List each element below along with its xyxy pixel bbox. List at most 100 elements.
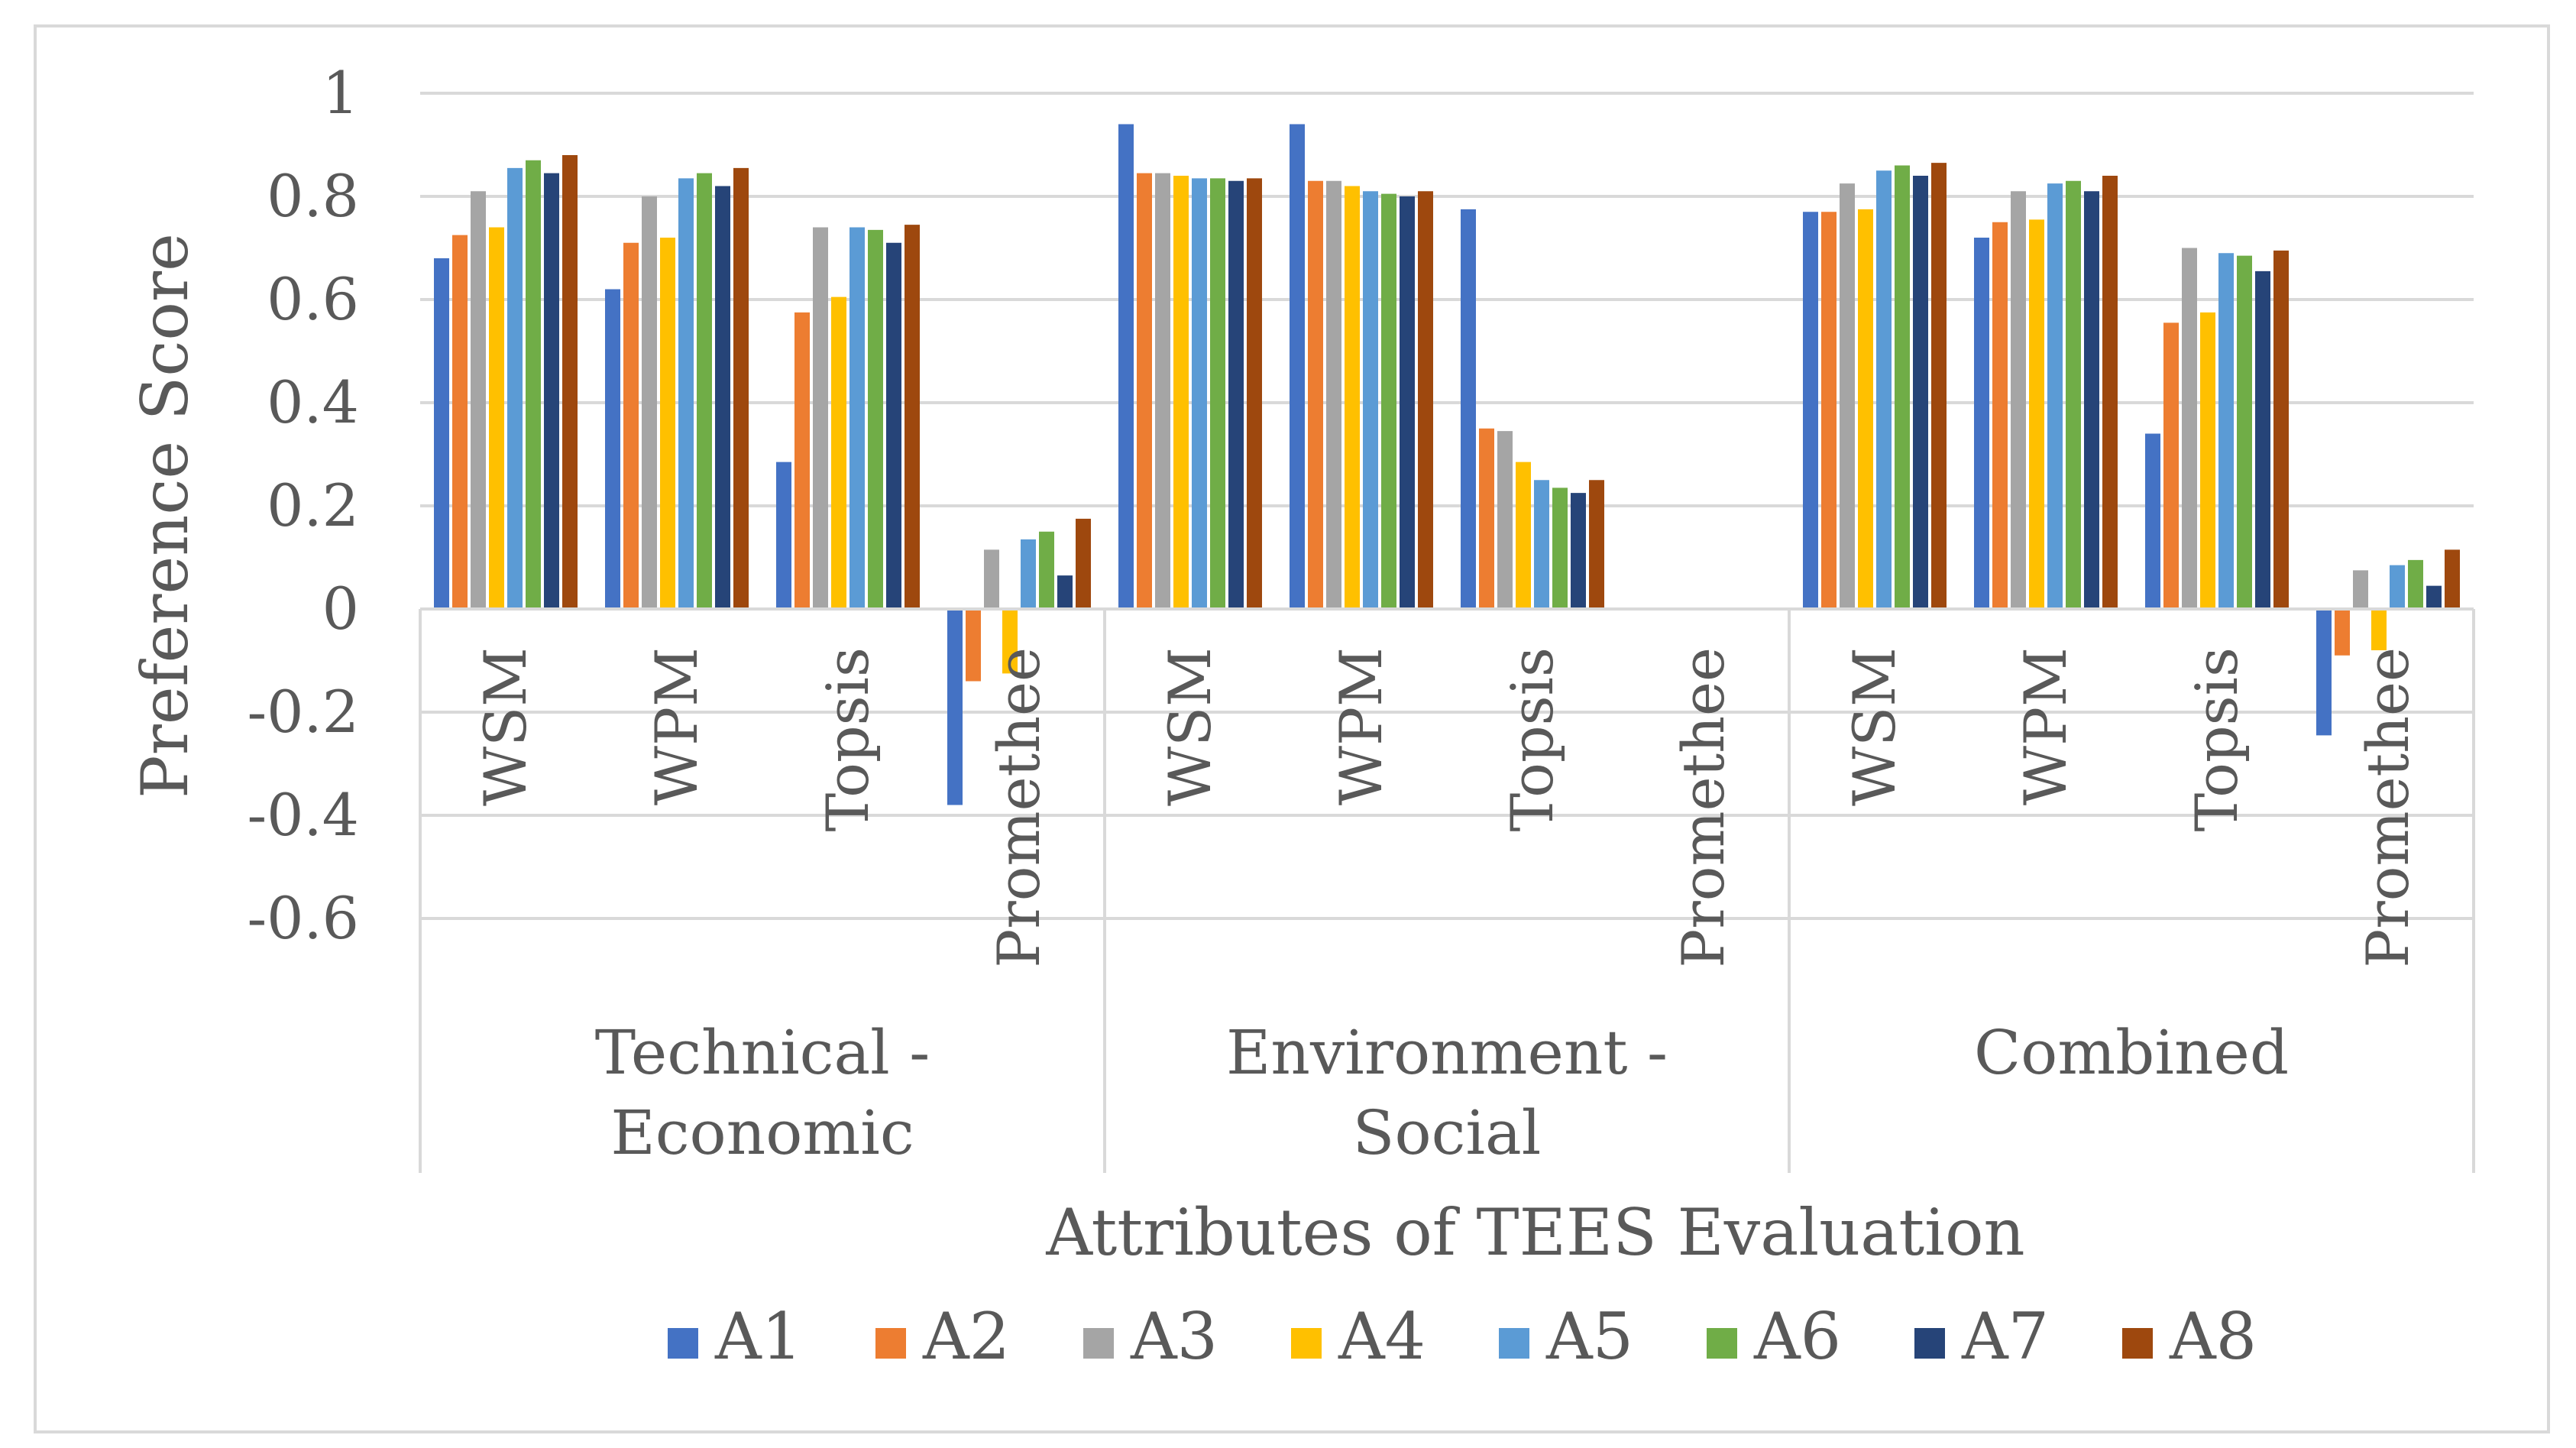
- x-category-label: Promethee: [2354, 647, 2422, 968]
- bar-a2: [794, 312, 810, 609]
- bar-a3: [1497, 431, 1513, 609]
- bar-a3: [2182, 248, 2197, 609]
- bar-a6: [2066, 180, 2081, 609]
- y-tick-label: -0.6: [247, 884, 359, 952]
- bar-a2: [1992, 222, 2008, 609]
- legend-swatch: [2122, 1328, 2153, 1359]
- bar-a6: [1039, 531, 1054, 609]
- bar-a7: [544, 173, 559, 609]
- y-axis-title: Preference Score: [128, 233, 202, 799]
- bar-a6: [2237, 255, 2252, 609]
- bar-a1: [1974, 238, 1989, 609]
- bar-a1: [605, 289, 620, 609]
- x-category-label: WPM: [2011, 647, 2079, 805]
- legend-label: A6: [1753, 1299, 1841, 1374]
- bar-a4: [1173, 176, 1189, 609]
- bar-a4: [2029, 219, 2044, 609]
- y-tick-label: 0.6: [267, 265, 359, 333]
- bar-a8: [562, 155, 578, 609]
- bar-a4: [1002, 609, 1018, 674]
- bar-a1: [1118, 124, 1134, 609]
- legend: A1 A2 A3 A4 A5 A6 A7 A8: [668, 1299, 2257, 1374]
- bar-a2: [1479, 428, 1494, 609]
- bar-a5: [2390, 565, 2405, 609]
- legend-label: A1: [714, 1299, 802, 1374]
- bar-a4: [2371, 609, 2387, 650]
- bar-a4: [1345, 186, 1360, 609]
- bar-a3: [984, 549, 999, 609]
- bar-a8: [2273, 250, 2289, 609]
- bar-a6: [2408, 559, 2423, 609]
- bar-a2: [966, 609, 981, 682]
- bar-a2: [2163, 322, 2179, 609]
- bar-a1: [1290, 124, 1305, 609]
- legend-item-a4: A4: [1291, 1299, 1426, 1374]
- bar-a7: [1571, 493, 1586, 609]
- legend-label: A3: [1130, 1299, 1218, 1374]
- bar-a8: [905, 225, 920, 609]
- bar-a5: [1363, 191, 1378, 609]
- bar-a6: [1552, 488, 1568, 609]
- bar-a6: [868, 229, 883, 609]
- y-tick-label: 0.4: [267, 368, 359, 436]
- x-category-label: WPM: [1327, 647, 1395, 805]
- legend-label: A5: [1545, 1299, 1633, 1374]
- bar-a8: [1418, 191, 1433, 609]
- bar-a7: [886, 242, 901, 609]
- bar-a5: [849, 227, 865, 609]
- legend-swatch: [1083, 1328, 1114, 1359]
- bar-a1: [434, 258, 449, 609]
- x-axis: [419, 607, 2475, 1173]
- legend-item-a8: A8: [2122, 1299, 2257, 1374]
- x-category-label: Promethee: [985, 647, 1053, 968]
- bar-a5: [2047, 183, 2063, 609]
- x-category-label: WSM: [1156, 647, 1224, 806]
- bar-a3: [471, 191, 486, 609]
- bar-a6: [697, 173, 712, 609]
- y-tick-label: 0.8: [267, 162, 359, 230]
- bar-a7: [2084, 191, 2099, 609]
- x-group-label: Technical -Economic: [595, 1017, 930, 1168]
- x-axis-title: Attributes of TEES Evaluation: [1045, 1195, 2024, 1270]
- bar-a1: [2316, 609, 2332, 736]
- bar-a6: [1895, 165, 1910, 609]
- legend-item-a7: A7: [1914, 1299, 2049, 1374]
- bar-a1: [776, 462, 791, 609]
- bar-a5: [1876, 170, 1892, 609]
- x-group-label: Environment -Social: [1226, 1017, 1668, 1168]
- x-category-label: WSM: [471, 647, 539, 806]
- bar-a3: [2011, 191, 2026, 609]
- bar-a7: [1913, 176, 1928, 609]
- bar-a8: [2445, 549, 2460, 609]
- x-category-label: Topsis: [1498, 647, 1566, 832]
- bar-a4: [1516, 462, 1531, 609]
- bar-a5: [1021, 539, 1036, 609]
- bar-a8: [1247, 178, 1262, 609]
- bar-a5: [507, 167, 523, 609]
- bar-a8: [1076, 518, 1091, 609]
- bar-a7: [1228, 180, 1244, 609]
- bar-a2: [452, 235, 468, 609]
- bar-a3: [813, 227, 828, 609]
- legend-swatch: [1499, 1328, 1529, 1359]
- legend-swatch: [668, 1328, 698, 1359]
- legend-item-a6: A6: [1707, 1299, 1841, 1374]
- bar-a1: [1803, 212, 1818, 609]
- y-tick-label: -0.4: [247, 781, 359, 849]
- x-category-label: Promethee: [1669, 647, 1737, 968]
- legend-label: A2: [922, 1299, 1010, 1374]
- bar-a8: [733, 167, 749, 609]
- x-group-label: Combined: [1974, 1017, 2289, 1088]
- bar-a3: [1326, 180, 1341, 609]
- bar-a6: [1210, 178, 1225, 609]
- bar-a8: [1589, 480, 1604, 609]
- legend-item-a3: A3: [1083, 1299, 1218, 1374]
- bar-a5: [1534, 480, 1549, 609]
- y-tick-label: 0.2: [267, 471, 359, 539]
- x-category-label: Topsis: [814, 647, 882, 832]
- category-labels: WSM WPM Topsis Promethee WSM WPM Topsis Prometh…: [471, 647, 2422, 968]
- bar-a7: [715, 186, 730, 609]
- bar-a2: [1821, 212, 1837, 609]
- bar-a1: [1461, 209, 1476, 609]
